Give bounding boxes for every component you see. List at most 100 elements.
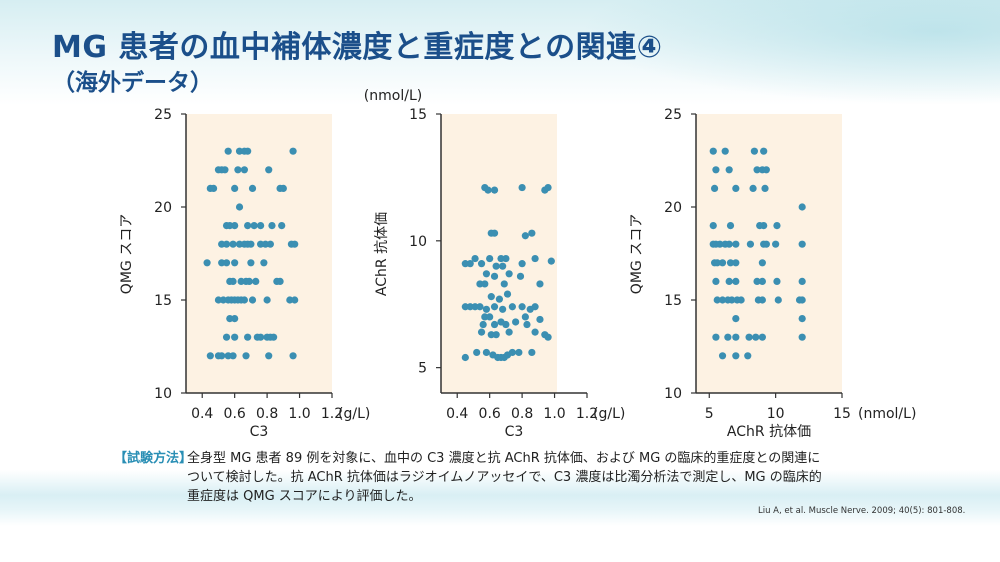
data-point (265, 352, 273, 360)
data-point (744, 352, 752, 360)
data-point (798, 277, 806, 285)
data-point (732, 333, 740, 341)
data-point (466, 260, 474, 268)
data-point (222, 259, 231, 267)
data-point (773, 222, 781, 230)
plot-area-1 (186, 114, 332, 393)
data-point (518, 303, 526, 311)
data-point (242, 352, 250, 360)
data-point (712, 333, 720, 341)
data-point (291, 240, 299, 248)
data-point (758, 277, 766, 285)
data-point (278, 222, 286, 230)
data-point (490, 186, 499, 194)
data-point (473, 348, 481, 357)
data-point (726, 259, 735, 267)
data-point (505, 328, 513, 336)
data-point (712, 277, 720, 285)
data-point (713, 259, 721, 267)
data-point (528, 229, 536, 237)
data-point (268, 222, 276, 230)
data-point (499, 262, 507, 270)
data-point (260, 259, 268, 267)
data-point (737, 296, 745, 304)
x-axis-label: C3 (250, 424, 269, 440)
x-tick-label: 0.8 (511, 406, 533, 422)
data-point (721, 147, 729, 155)
data-point (495, 295, 503, 303)
data-point (244, 222, 252, 230)
data-point (231, 184, 239, 192)
data-point (492, 262, 500, 270)
x-axis-label: AChR 抗体価 (727, 424, 811, 440)
data-point (732, 352, 740, 360)
data-point (502, 320, 510, 329)
data-point (247, 259, 255, 267)
data-point (798, 333, 806, 341)
x-tick-label: 5 (705, 406, 714, 422)
data-point (773, 277, 781, 285)
data-point (245, 277, 253, 285)
data-point (798, 296, 806, 304)
data-point (244, 147, 252, 155)
data-point (244, 333, 252, 341)
y-tick-label: 20 (664, 200, 682, 216)
data-point (231, 259, 239, 267)
data-point (710, 184, 719, 192)
data-point (479, 320, 487, 329)
data-point (222, 240, 231, 248)
data-point (482, 305, 491, 313)
data-point (234, 166, 242, 174)
data-point (515, 348, 523, 357)
data-point (753, 277, 761, 285)
data-point (516, 272, 525, 280)
data-point (248, 184, 257, 192)
x-tick-label: 10 (767, 406, 785, 422)
data-point (528, 348, 536, 357)
x-tick-label: 0.4 (191, 406, 213, 422)
data-point (712, 166, 720, 174)
data-point (229, 352, 237, 360)
x-unit-label: (g/L) (338, 406, 370, 422)
data-point (240, 166, 248, 174)
data-point (481, 280, 489, 288)
data-point (758, 296, 766, 304)
data-point (487, 293, 495, 301)
data-point (471, 254, 479, 263)
data-point (218, 352, 226, 360)
data-point (536, 280, 544, 288)
data-point (461, 353, 469, 362)
y-tick-label: 5 (418, 361, 427, 377)
data-point (257, 333, 265, 341)
data-point (265, 166, 273, 174)
data-point (531, 328, 539, 336)
data-point (531, 254, 539, 263)
data-point (760, 147, 768, 155)
data-point (490, 272, 499, 280)
data-point (798, 240, 806, 248)
data-point (724, 333, 732, 341)
data-point (505, 270, 513, 278)
data-point (518, 183, 526, 192)
data-point (709, 222, 717, 230)
data-point (518, 260, 526, 268)
data-point (749, 184, 757, 192)
data-point (544, 333, 552, 341)
x-tick-label: 1.0 (543, 406, 565, 422)
y-tick-label: 10 (664, 386, 682, 402)
x-unit-label: (g/L) (593, 406, 625, 422)
y-tick-label: 20 (154, 200, 172, 216)
data-point (289, 147, 297, 155)
data-point (758, 259, 766, 267)
y-tick-label: 25 (154, 107, 172, 123)
x-tick-label: 0.6 (224, 406, 246, 422)
y-unit-label: (nmol/L) (364, 88, 422, 104)
x-tick-label: 0.4 (446, 406, 468, 422)
data-point (718, 352, 727, 360)
plot-area-2 (441, 114, 557, 393)
data-point (482, 270, 491, 278)
data-point (209, 184, 218, 192)
data-point (279, 184, 287, 192)
data-point (248, 296, 257, 304)
